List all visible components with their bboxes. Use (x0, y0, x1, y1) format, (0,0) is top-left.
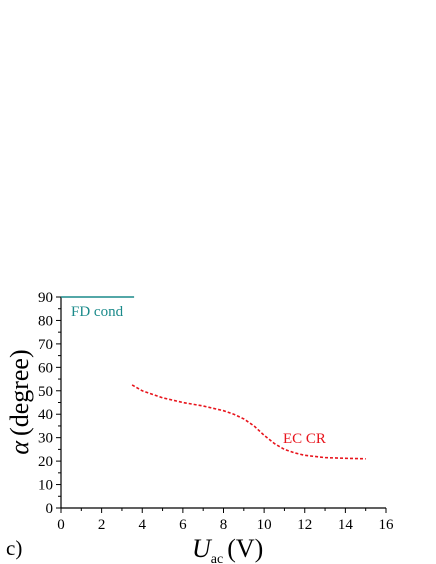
panel-label: c) (6, 536, 22, 560)
x-tick-label: 6 (179, 517, 187, 533)
axes: 0 2 4 6 8 10 12 14 16 0 10 20 30 40 50 60 70 80 90 (38, 290, 394, 533)
x-tick-label: 8 (220, 517, 228, 533)
y-tick-label: 70 (38, 337, 53, 353)
y-tick-label: 50 (38, 384, 53, 400)
y-tick-label: 10 (38, 478, 53, 494)
series-label-ec-cr: EC CR (283, 431, 326, 447)
y-tick-label: 80 (38, 313, 53, 329)
series-layer (61, 296, 366, 460)
x-tick-label: 4 (139, 517, 147, 533)
y-tick-label: 20 (38, 454, 53, 470)
y-tick-label: 60 (38, 360, 53, 376)
x-tick-label: 0 (57, 517, 65, 533)
series-label-fd-cond: FD cond (71, 304, 124, 320)
x-tick-label: 16 (379, 517, 395, 533)
x-tick-label: 12 (297, 517, 312, 533)
y-axis-title: α(degree) (5, 349, 34, 454)
y-tick-label: 0 (46, 501, 54, 517)
x-axis-title: Uac (V) (192, 534, 263, 564)
x-tick-label: 14 (338, 517, 354, 533)
x-tick-label: 10 (257, 517, 272, 533)
x-tick-label: 2 (98, 517, 106, 533)
y-tick-label: 30 (38, 431, 53, 447)
y-tick-label: 90 (38, 290, 53, 306)
y-tick-label: 40 (38, 407, 53, 423)
series-line-ec-cr (131, 384, 366, 460)
